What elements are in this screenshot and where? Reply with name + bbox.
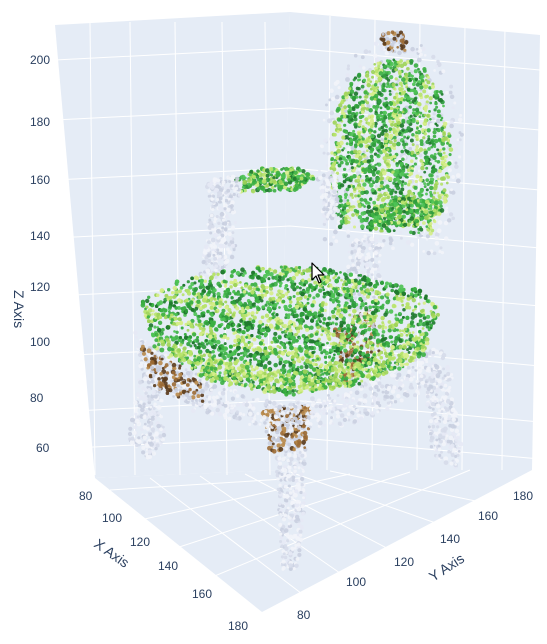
- y-tick-label-80: 80: [297, 608, 311, 622]
- x-axis-ticks: 80 100 120 140 160 180: [79, 489, 248, 633]
- z-tick-label-160: 160: [30, 173, 50, 187]
- floor-pane: [95, 470, 532, 612]
- y-axis-ticks: 80 100 120 140 160 180: [297, 489, 533, 622]
- x-axis-title: X Axis: [91, 535, 132, 570]
- arrow-cursor-icon: [311, 262, 325, 284]
- z-tick-label-140: 140: [30, 229, 50, 243]
- x-tick-label-100: 100: [102, 511, 122, 525]
- x-tick-label-160: 160: [192, 587, 212, 601]
- y-tick-label-120: 120: [394, 555, 414, 569]
- x-tick-label-80: 80: [79, 489, 93, 503]
- x-tick-label-180: 180: [228, 619, 248, 633]
- z-tick-label-60: 60: [36, 441, 50, 455]
- z-tick-label-120: 120: [30, 280, 50, 294]
- z-tick-label-180: 180: [30, 115, 50, 129]
- x-tick-label-120: 120: [130, 535, 150, 549]
- y-tick-label-100: 100: [346, 575, 366, 589]
- z-axis-ticks: 60 80 100 120 140 160 180 200: [30, 53, 50, 455]
- y-tick-label-160: 160: [478, 509, 498, 523]
- y-axis-title: Y Axis: [426, 550, 467, 584]
- left-wall-pane: [55, 12, 290, 478]
- y-tick-label-140: 140: [440, 532, 460, 546]
- z-tick-label-100: 100: [30, 335, 50, 349]
- point-cloud: [127, 30, 464, 572]
- z-tick-label-80: 80: [30, 391, 44, 405]
- z-tick-label-200: 200: [30, 53, 50, 67]
- x-tick-label-140: 140: [158, 559, 178, 573]
- z-axis-title: Z Axis: [11, 290, 27, 328]
- y-tick-label-180: 180: [513, 489, 533, 503]
